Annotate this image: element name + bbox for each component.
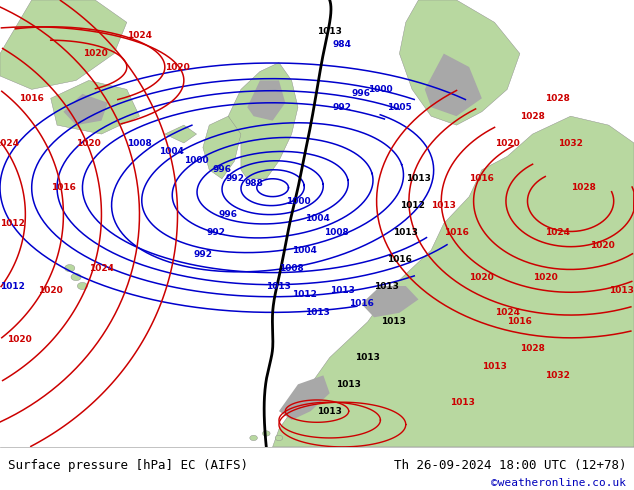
Text: 1013: 1013 [406,174,431,183]
Text: 1013: 1013 [431,201,456,210]
Text: 992: 992 [193,250,212,259]
Text: 1020: 1020 [6,335,32,344]
Text: 1013: 1013 [374,281,399,291]
Polygon shape [425,53,482,116]
Circle shape [71,273,81,281]
Text: 1016: 1016 [387,255,412,264]
Circle shape [65,265,75,271]
Text: 992: 992 [206,228,225,237]
Polygon shape [279,375,330,420]
Polygon shape [247,80,285,121]
Text: 1013: 1013 [304,308,330,318]
Text: 1005: 1005 [387,103,412,112]
Text: 1004: 1004 [292,246,317,255]
Text: 1013: 1013 [450,398,476,407]
Text: 1028: 1028 [520,112,545,121]
Polygon shape [0,0,127,89]
Text: 1020: 1020 [533,272,558,282]
Text: 1016: 1016 [51,183,76,192]
Text: 1000: 1000 [368,85,392,94]
Text: 996: 996 [219,210,238,219]
Text: 992: 992 [225,174,244,183]
Text: 992: 992 [333,103,352,112]
Text: 996: 996 [352,89,371,98]
Text: 1013: 1013 [482,362,507,371]
Text: 1012: 1012 [292,291,317,299]
Text: Surface pressure [hPa] EC (AIFS): Surface pressure [hPa] EC (AIFS) [8,459,248,472]
Text: 1012: 1012 [0,219,25,228]
Text: 1016: 1016 [444,228,469,237]
Text: 1024: 1024 [495,308,520,318]
Text: 1013: 1013 [317,407,342,416]
Text: 1020: 1020 [469,272,495,282]
Text: 988: 988 [244,179,263,188]
Text: 1020: 1020 [82,49,108,58]
Text: 1008: 1008 [127,139,152,147]
Text: 1008: 1008 [279,264,304,272]
Text: 1016: 1016 [349,299,374,308]
Text: 1016: 1016 [469,174,495,183]
Text: 1024: 1024 [0,139,19,147]
Text: 1012: 1012 [399,201,425,210]
Text: 1012: 1012 [0,281,25,291]
Text: 1000: 1000 [184,156,209,166]
Text: 1008: 1008 [323,228,349,237]
Polygon shape [51,80,139,134]
Circle shape [262,431,270,436]
Text: 1013: 1013 [330,286,355,295]
Text: 984: 984 [333,40,352,49]
Text: ©weatheronline.co.uk: ©weatheronline.co.uk [491,478,626,488]
Text: 1020: 1020 [590,241,615,250]
Text: 1032: 1032 [558,139,583,147]
Polygon shape [165,125,197,143]
Text: 1028: 1028 [571,183,596,192]
Text: 1024: 1024 [89,264,114,272]
Polygon shape [361,286,418,318]
Text: 1020: 1020 [165,63,190,72]
Text: 1013: 1013 [317,27,342,36]
Polygon shape [273,116,634,447]
Text: 1016: 1016 [19,94,44,103]
Text: 1024: 1024 [545,228,571,237]
Text: 1028: 1028 [520,344,545,353]
Text: 1013: 1013 [609,286,634,295]
Text: 1013: 1013 [380,317,406,326]
Circle shape [250,435,257,441]
Text: 1013: 1013 [266,281,292,291]
Text: 1013: 1013 [336,380,361,389]
Circle shape [275,435,283,441]
Polygon shape [203,116,241,179]
Text: 1004: 1004 [304,215,330,223]
Polygon shape [228,63,298,179]
Text: 1000: 1000 [286,196,310,206]
Circle shape [77,282,87,290]
Text: 1016: 1016 [507,317,533,326]
Text: 1024: 1024 [127,31,152,40]
Text: 1020: 1020 [76,139,101,147]
Text: 1004: 1004 [158,147,184,156]
Text: 1020: 1020 [495,139,520,147]
Text: Th 26-09-2024 18:00 UTC (12+78): Th 26-09-2024 18:00 UTC (12+78) [394,459,626,472]
Polygon shape [63,94,108,125]
Text: 1020: 1020 [38,286,63,295]
Text: 1013: 1013 [393,228,418,237]
Text: 996: 996 [212,165,231,174]
Text: 1032: 1032 [545,371,571,380]
Text: 1013: 1013 [355,353,380,362]
Polygon shape [399,0,520,125]
Text: 1028: 1028 [545,94,571,103]
